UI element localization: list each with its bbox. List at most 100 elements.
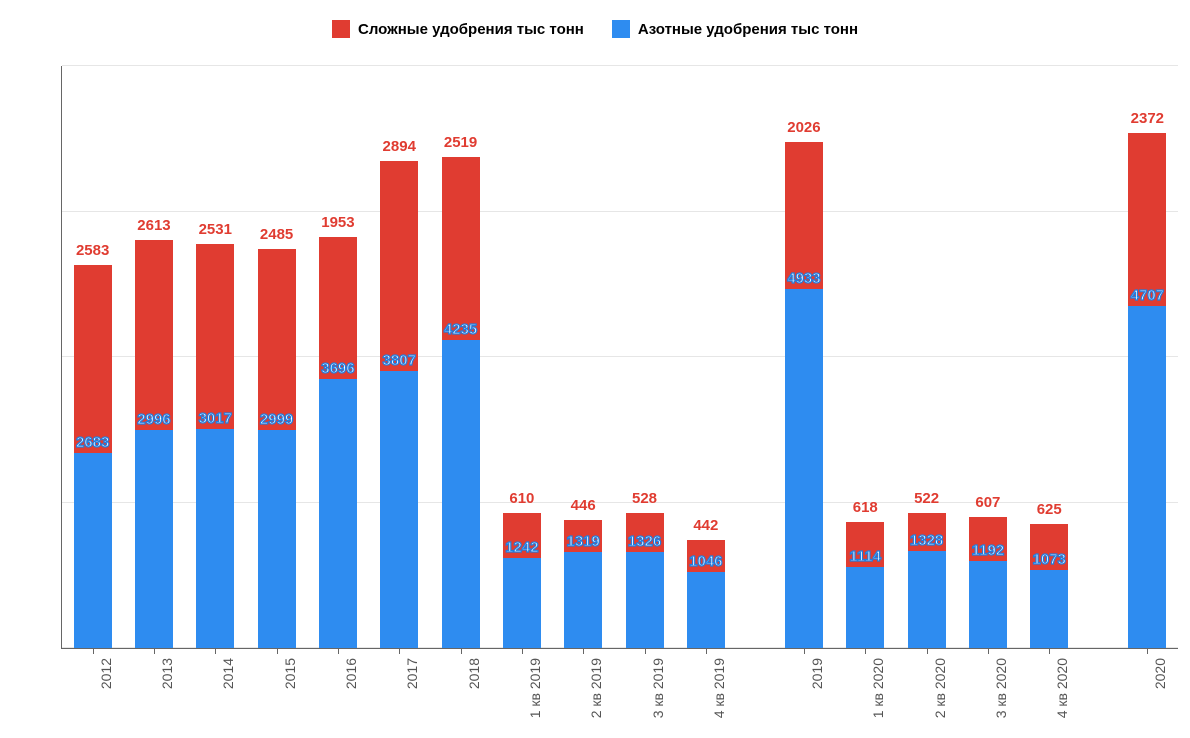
bar-group: 1328 522 [908, 66, 946, 648]
bar-blue [687, 572, 725, 648]
bar-blue [258, 430, 296, 648]
value-label-red: 2372 [1131, 110, 1164, 127]
x-axis-labels: 2012 2013 2014 2015 2016 2017 2018 1 кв 2019 2 к… [62, 648, 1178, 738]
value-label-blue: 1319 [567, 533, 600, 550]
x-axis-label: 2015 [282, 658, 298, 689]
value-label-blue: 1114 [849, 548, 881, 565]
bar-group: 2996 2613 [135, 66, 173, 648]
bar-blue [846, 567, 884, 648]
bar-group: 4235 2519 [442, 66, 480, 648]
bar-blue [908, 551, 946, 648]
bar-blue [1128, 306, 1166, 648]
x-axis-label: 2019 [809, 658, 825, 689]
x-axis-label: 3 кв 2019 [650, 658, 666, 718]
x-axis-label: 2012 [98, 658, 114, 689]
bar-blue [626, 552, 664, 648]
legend-label-red: Сложные удобрения тыс тонн [358, 21, 584, 38]
value-label-red: 522 [914, 490, 939, 507]
x-axis-label: 2 кв 2020 [932, 658, 948, 718]
value-label-red: 1953 [321, 214, 354, 231]
value-label-blue: 2996 [137, 411, 170, 428]
value-label-red: 618 [853, 499, 878, 516]
bar-red [74, 265, 112, 453]
bar-blue [969, 561, 1007, 648]
bar-group: 3696 1953 [319, 66, 357, 648]
x-axis-label: 2018 [466, 658, 482, 689]
legend-swatch-blue [612, 20, 630, 38]
bar-red [319, 237, 357, 379]
bar-blue [74, 453, 112, 648]
value-label-red: 2485 [260, 226, 293, 243]
bar-group: 1073 625 [1030, 66, 1068, 648]
value-label-red: 2531 [199, 221, 232, 238]
value-label-red: 2894 [383, 138, 416, 155]
bar-group: 3017 2531 [196, 66, 234, 648]
bar-group: 3807 2894 [380, 66, 418, 648]
x-axis-label: 2 кв 2019 [588, 658, 604, 718]
value-label-blue: 2999 [260, 411, 293, 428]
value-label-blue: 1328 [910, 532, 943, 549]
bar-red [258, 249, 296, 430]
value-label-red: 2519 [444, 134, 477, 151]
bar-group: 1242 610 [503, 66, 541, 648]
plot-area: 2683 2583 2996 2613 3017 2531 2999 2485 3696 1953… [62, 66, 1178, 648]
x-axis-label: 1 кв 2019 [527, 658, 543, 718]
bar-red [1128, 133, 1166, 306]
value-label-red: 2583 [76, 242, 109, 259]
value-label-blue: 1073 [1033, 551, 1066, 568]
bar-group: 1319 446 [564, 66, 602, 648]
value-label-red: 442 [693, 517, 718, 534]
x-axis-label: 2020 [1152, 658, 1168, 689]
bar-blue [1030, 570, 1068, 648]
value-label-red: 607 [975, 494, 1000, 511]
value-label-blue: 1046 [689, 553, 722, 570]
legend-item-blue: Азотные удобрения тыс тонн [612, 20, 858, 38]
bar-group: 1046 442 [687, 66, 725, 648]
bar-group: 1114 618 [846, 66, 884, 648]
value-label-red: 528 [632, 490, 657, 507]
value-label-blue: 4707 [1131, 287, 1164, 304]
value-label-red: 446 [571, 497, 596, 514]
bar-blue [380, 371, 418, 648]
bar-red [196, 244, 234, 428]
value-label-blue: 1192 [972, 542, 1005, 559]
value-label-red: 2613 [137, 217, 170, 234]
x-axis-label: 2016 [343, 658, 359, 689]
bar-blue [564, 552, 602, 648]
value-label-blue: 3807 [383, 352, 416, 369]
x-axis-label: 4 кв 2020 [1054, 658, 1070, 718]
value-label-blue: 3017 [199, 410, 232, 427]
bar-group: 1192 607 [969, 66, 1007, 648]
x-axis-label: 2013 [159, 658, 175, 689]
bar-red [135, 240, 173, 430]
bar-group: 2999 2485 [258, 66, 296, 648]
value-label-blue: 4933 [787, 270, 820, 287]
x-axis-label: 2014 [220, 658, 236, 689]
value-label-blue: 1326 [628, 533, 661, 550]
bar-red [785, 142, 823, 289]
legend: Сложные удобрения тыс тонн Азотные удобр… [0, 0, 1190, 48]
bar-blue [196, 429, 234, 648]
bar-group: 4707 2372 [1128, 66, 1166, 648]
stacked-bar-chart: Сложные удобрения тыс тонн Азотные удобр… [0, 0, 1190, 738]
value-label-red: 625 [1037, 501, 1062, 518]
x-axis-label: 2017 [404, 658, 420, 689]
bar-group: 2683 2583 [74, 66, 112, 648]
value-label-red: 2026 [787, 119, 820, 136]
value-label-blue: 1242 [505, 539, 538, 556]
legend-item-red: Сложные удобрения тыс тонн [332, 20, 584, 38]
value-label-blue: 2683 [76, 434, 109, 451]
bar-blue [785, 289, 823, 648]
bar-red [442, 157, 480, 340]
value-label-red: 610 [509, 490, 534, 507]
bar-blue [442, 340, 480, 648]
bars-container: 2683 2583 2996 2613 3017 2531 2999 2485 3696 1953… [62, 66, 1178, 648]
bar-blue [503, 558, 541, 648]
value-label-blue: 4235 [444, 321, 477, 338]
bar-red [380, 161, 418, 372]
x-axis-label: 1 кв 2020 [870, 658, 886, 718]
value-label-blue: 3696 [321, 360, 354, 377]
bar-group: 4933 2026 [785, 66, 823, 648]
bar-blue [135, 430, 173, 648]
legend-label-blue: Азотные удобрения тыс тонн [638, 21, 858, 38]
